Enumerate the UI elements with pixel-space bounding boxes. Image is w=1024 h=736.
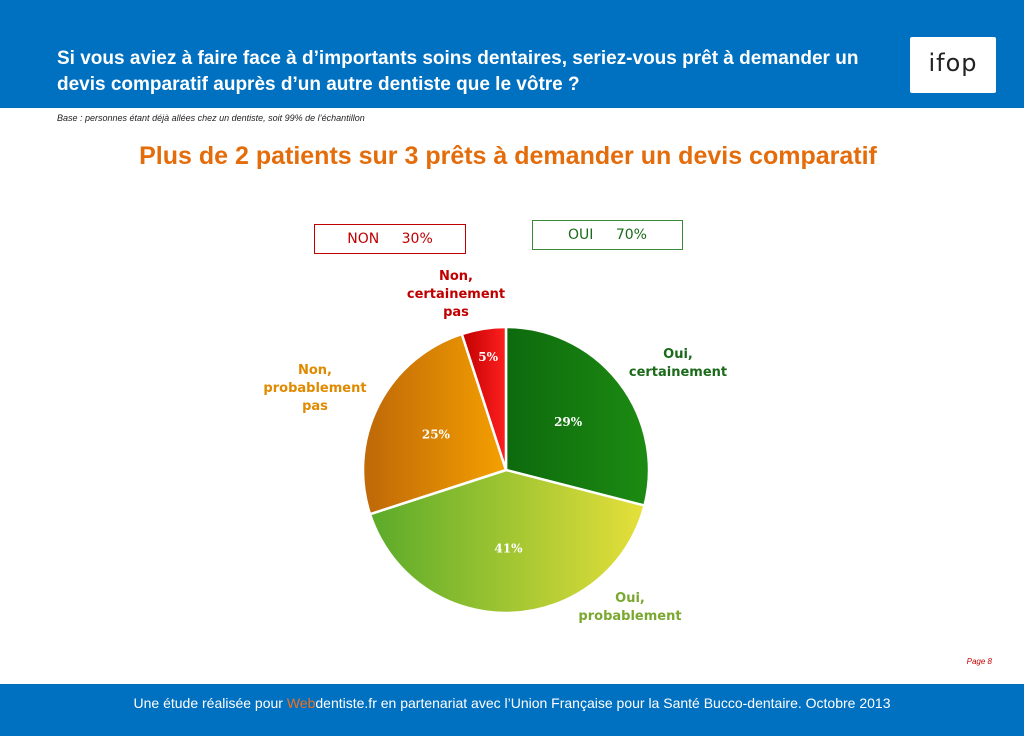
footer-prefix: Une étude réalisée pour xyxy=(133,695,287,711)
label-oui-probablement-text: Oui, probablement xyxy=(578,591,682,624)
survey-question: Si vous aviez à faire face à d’important… xyxy=(57,48,859,95)
ifop-logo: ifop xyxy=(910,37,996,93)
label-oui-certainement: Oui, certainement xyxy=(620,346,736,382)
pie-slice-non-probablement-pas xyxy=(361,332,508,516)
base-note: Base : personnes étant déjà allées chez … xyxy=(57,113,365,123)
label-oui-probablement: Oui, probablement xyxy=(572,590,688,626)
non-summary-box: NON 30% xyxy=(314,224,466,254)
oui-summary-label: OUI xyxy=(568,227,594,243)
footer-suffix: en partenariat avec l’Union Française po… xyxy=(376,695,891,711)
pie-slice-non-certainement-pas xyxy=(460,325,508,471)
label-non-probablement-pas-text: Non, probablement pas xyxy=(263,363,367,414)
non-summary-value: 30% xyxy=(401,231,433,247)
pie-slice-oui-probablement xyxy=(368,468,647,615)
header-bar: Si vous aviez à faire face à d’important… xyxy=(0,0,1024,108)
oui-summary-value: 70% xyxy=(615,227,647,243)
pie-slice-oui-certainement xyxy=(504,325,651,508)
footer-brand-dentiste: dentiste.fr xyxy=(315,695,377,711)
page-number: Page 8 xyxy=(966,657,992,666)
label-non-probablement-pas: Non, probablement pas xyxy=(257,362,373,416)
pie-value-label: 29% xyxy=(554,415,583,429)
pie-value-label: 5% xyxy=(478,350,498,364)
footer-brand-web: Web xyxy=(286,695,316,711)
label-oui-certainement-text: Oui, certainement xyxy=(628,347,728,380)
headline: Plus de 2 patients sur 3 prêts à demande… xyxy=(139,142,877,170)
label-non-certainement-pas: Non, certainement pas xyxy=(398,268,514,322)
footer-text: Une étude réalisée pour Webdentiste.fr e… xyxy=(0,695,1024,711)
pie-value-label: 25% xyxy=(422,427,451,441)
pie-value-label: 41% xyxy=(494,542,523,556)
oui-summary-box: OUI 70% xyxy=(532,220,683,250)
label-non-certainement-pas-text: Non, certainement pas xyxy=(406,269,506,320)
logo-text: ifop xyxy=(928,49,978,77)
footer-bar: Une étude réalisée pour Webdentiste.fr e… xyxy=(0,684,1024,736)
non-summary-label: NON xyxy=(347,231,380,247)
